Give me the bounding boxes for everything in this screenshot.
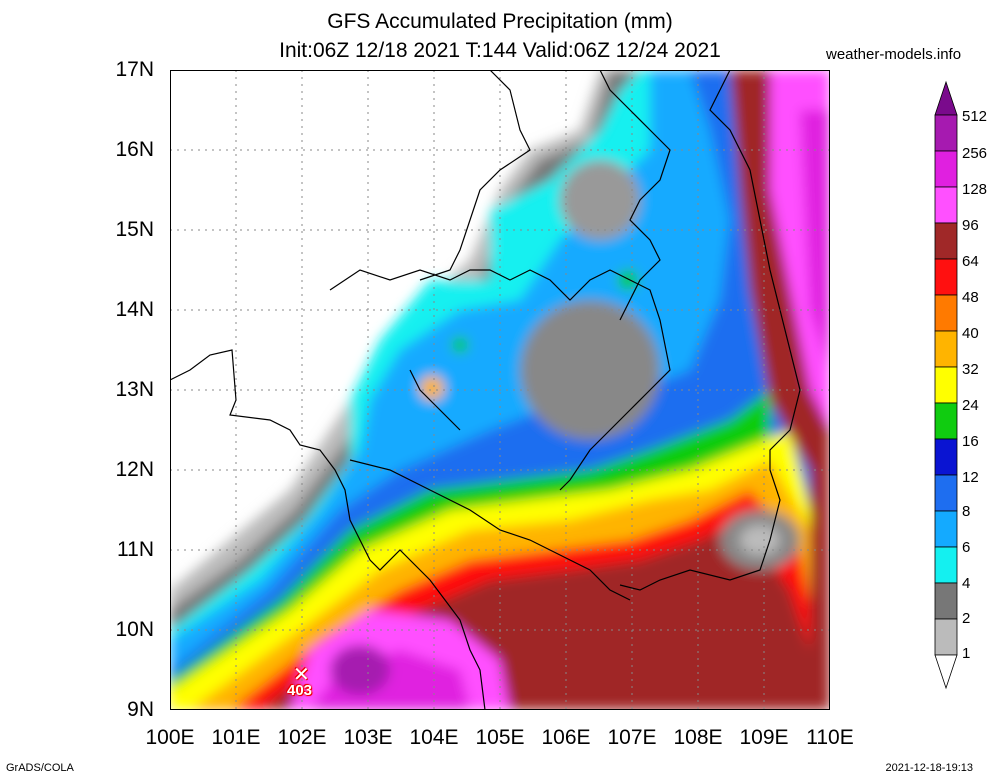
colorbar-swatch <box>934 114 958 152</box>
level-label-32: 32 <box>962 361 979 378</box>
colorbar-swatch <box>934 366 958 404</box>
lon-label-101e: 101E <box>211 726 261 749</box>
level-label-128: 128 <box>962 181 988 198</box>
colorbar-swatch <box>934 258 958 296</box>
colorbar-bottom-arrow <box>934 654 958 690</box>
level-label-4: 4 <box>962 575 971 592</box>
lat-label-9n: 9N <box>127 698 154 721</box>
lon-label-109e: 109E <box>739 726 789 749</box>
max-value-label: 403 <box>287 682 313 699</box>
lon-label-108e: 108E <box>673 726 723 749</box>
colorbar-swatch <box>934 186 958 224</box>
colorbar-swatch <box>934 546 958 584</box>
lat-label-15n: 15N <box>115 218 154 241</box>
colorbar-swatch <box>934 474 958 512</box>
map-title: GFS Accumulated Precipitation (mm) <box>327 10 673 33</box>
colorbar <box>925 70 1000 700</box>
footer-timestamp: 2021-12-18-19:13 <box>885 762 973 774</box>
level-label-512: 512 <box>962 108 988 125</box>
level-label-24: 24 <box>962 397 979 414</box>
lat-label-11n: 11N <box>117 538 154 561</box>
precipitation-map <box>169 69 830 711</box>
colorbar-swatch <box>934 510 958 548</box>
colorbar-swatch <box>934 330 958 368</box>
colorbar-swatch <box>934 150 958 188</box>
grid-lines <box>170 70 830 710</box>
lat-label-13n: 13N <box>115 378 154 401</box>
colorbar-swatch <box>934 222 958 260</box>
level-label-12: 12 <box>962 469 979 486</box>
lon-label-103e: 103E <box>343 726 393 749</box>
lon-label-100e: 100E <box>145 726 195 749</box>
lon-label-110e: 110E <box>806 726 854 749</box>
colorbar-swatch <box>934 402 958 440</box>
level-label-1: 1 <box>962 645 971 662</box>
level-label-6: 6 <box>962 539 971 556</box>
footer-credit: GrADS/COLA <box>6 762 74 774</box>
lon-label-106e: 106E <box>541 726 591 749</box>
coastlines <box>169 69 801 711</box>
level-label-48: 48 <box>962 289 979 306</box>
lon-label-104e: 104E <box>409 726 459 749</box>
colorbar-top-arrow <box>934 80 958 116</box>
colorbar-swatch <box>934 618 958 656</box>
lat-label-12n: 12N <box>115 458 154 481</box>
colorbar-swatch <box>934 438 958 476</box>
level-label-40: 40 <box>962 325 979 342</box>
lat-label-16n: 16N <box>115 138 154 161</box>
level-label-16: 16 <box>962 433 979 450</box>
map-frame <box>170 70 830 710</box>
map-subtitle: Init:06Z 12/18 2021 T:144 Valid:06Z 12/2… <box>279 39 721 62</box>
lon-label-102e: 102E <box>277 726 327 749</box>
lon-label-107e: 107E <box>607 726 657 749</box>
site-credit: weather-models.info <box>826 46 962 63</box>
lat-label-17n: 17N <box>115 58 154 81</box>
lat-label-14n: 14N <box>115 298 154 321</box>
level-label-256: 256 <box>962 145 988 162</box>
level-label-64: 64 <box>962 253 979 270</box>
lat-label-10n: 10N <box>115 618 154 641</box>
colorbar-swatch <box>934 294 958 332</box>
colorbar-swatch <box>934 582 958 620</box>
level-label-96: 96 <box>962 217 979 234</box>
colorbar-swatches <box>934 80 958 690</box>
level-label-2: 2 <box>962 610 971 627</box>
lon-label-105e: 105E <box>475 726 525 749</box>
level-label-8: 8 <box>962 503 971 520</box>
x-marker-icon: ✕ <box>293 664 310 686</box>
